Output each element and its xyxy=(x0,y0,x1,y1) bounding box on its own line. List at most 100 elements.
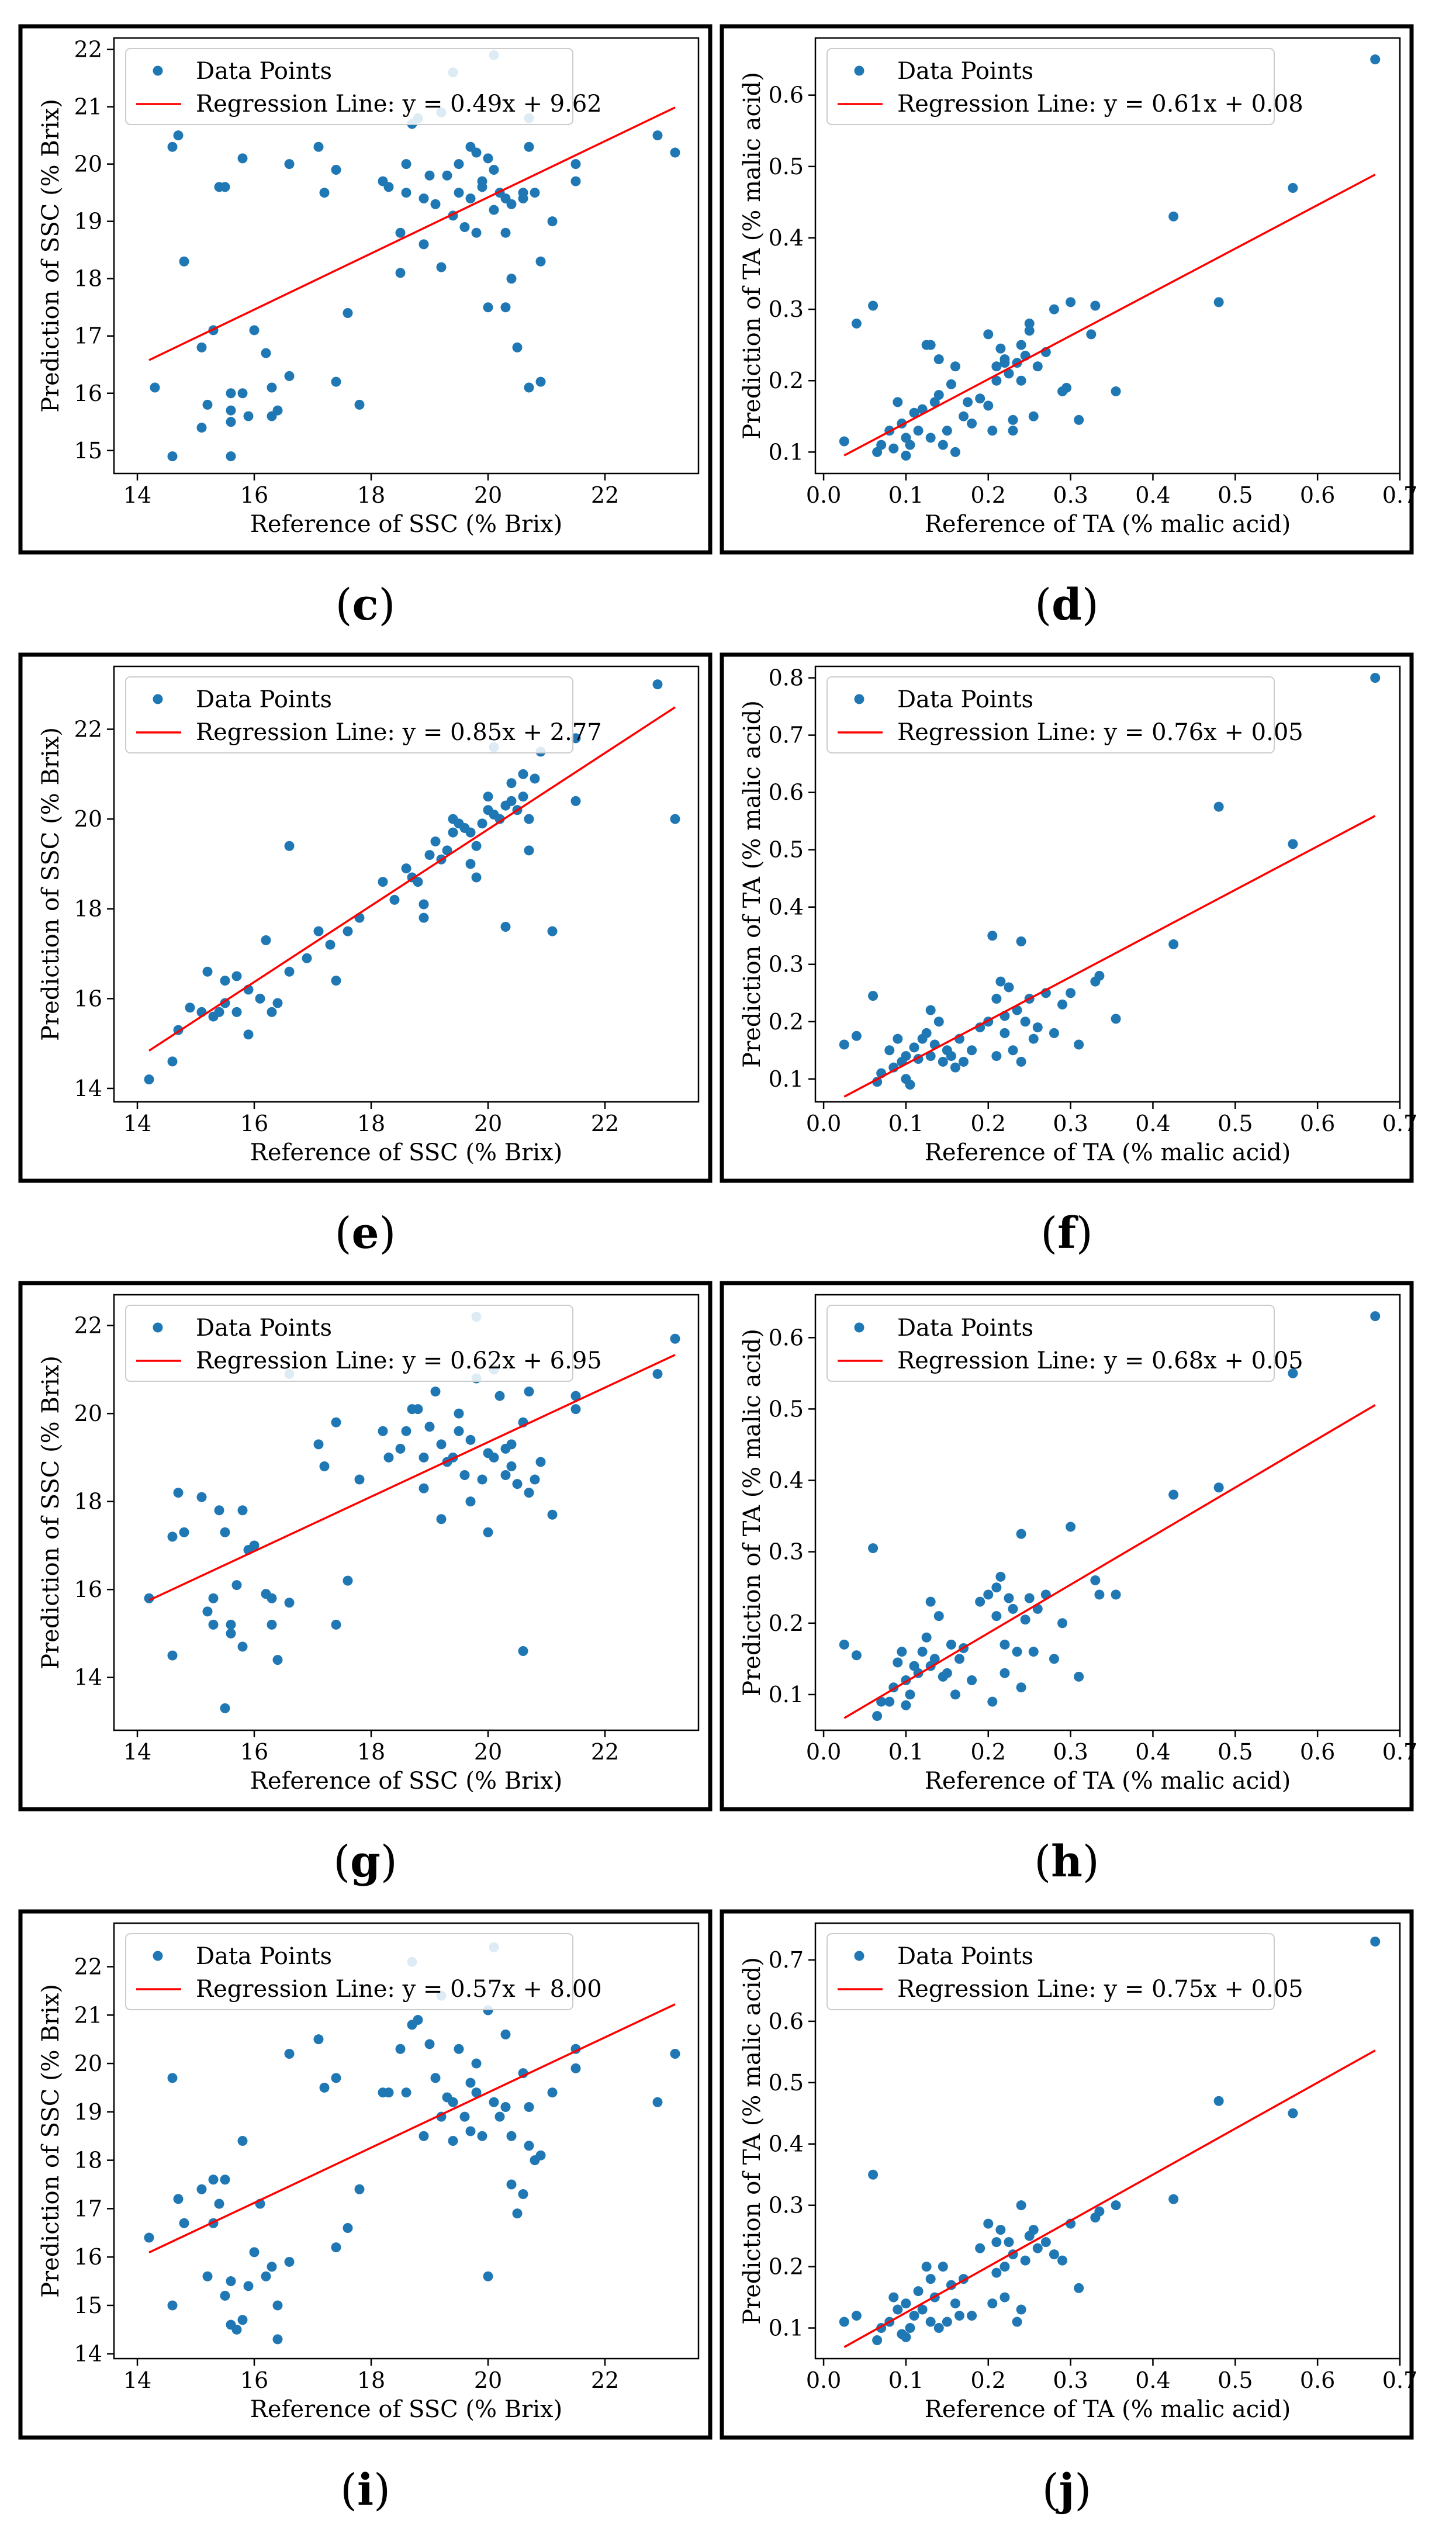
data-point xyxy=(987,426,998,436)
x-tick-label: 14 xyxy=(123,1739,151,1765)
data-point xyxy=(905,440,915,450)
data-point xyxy=(925,1051,936,1062)
data-point xyxy=(1049,2249,1059,2260)
legend-box xyxy=(125,48,573,125)
data-point xyxy=(331,1417,341,1427)
data-point xyxy=(1032,1022,1043,1033)
data-point xyxy=(884,1045,895,1056)
y-tick-label: 14 xyxy=(74,1076,102,1101)
data-point xyxy=(1057,2255,1068,2266)
x-tick-label: 0.3 xyxy=(1053,1739,1088,1765)
data-point xyxy=(459,2111,470,2122)
x-tick-label: 0.2 xyxy=(971,1739,1006,1765)
y-tick-label: 0.1 xyxy=(769,1682,804,1707)
data-point xyxy=(500,302,511,313)
x-tick-label: 0.2 xyxy=(971,482,1006,508)
x-axis-label: Reference of SSC (% Brix) xyxy=(250,1139,562,1166)
y-tick-label: 0.6 xyxy=(769,2008,804,2034)
x-tick-label: 22 xyxy=(591,482,619,508)
data-point xyxy=(946,2280,956,2290)
data-point xyxy=(167,1056,178,1067)
data-point xyxy=(196,342,207,352)
x-tick-label: 0.6 xyxy=(1300,1111,1335,1136)
data-point xyxy=(1057,999,1068,1010)
x-tick-label: 0.5 xyxy=(1218,2367,1253,2393)
data-point xyxy=(261,348,271,358)
data-point xyxy=(652,130,663,141)
y-tick-label: 15 xyxy=(74,2293,102,2318)
y-tick-label: 14 xyxy=(74,2341,102,2367)
data-point xyxy=(1074,1671,1084,1682)
x-tick-label: 0.0 xyxy=(806,2367,841,2393)
data-point xyxy=(500,227,511,238)
data-point xyxy=(547,926,558,936)
data-point xyxy=(331,2073,341,2083)
data-point xyxy=(1028,411,1039,421)
x-tick-label: 18 xyxy=(357,482,385,508)
data-point xyxy=(430,1387,441,1397)
legend-line-label: Regression Line: y = 0.57x + 8.00 xyxy=(196,1976,602,2003)
data-point xyxy=(1086,329,1097,340)
data-point xyxy=(489,1452,499,1463)
x-tick-label: 16 xyxy=(240,2367,268,2393)
data-point xyxy=(494,2111,505,2122)
data-point xyxy=(1090,1575,1101,1586)
data-point xyxy=(267,1007,277,1017)
x-tick-label: 0.3 xyxy=(1053,482,1088,508)
data-point xyxy=(950,2298,960,2309)
y-tick-label: 20 xyxy=(74,2051,102,2076)
data-point xyxy=(401,863,411,874)
data-point xyxy=(670,814,680,824)
caption-paren-close: ) xyxy=(1083,1837,1099,1887)
data-point xyxy=(570,1391,581,1401)
data-point xyxy=(991,1582,1002,1593)
data-point xyxy=(395,268,406,278)
y-tick-label: 0.1 xyxy=(769,2315,804,2341)
x-tick-label: 14 xyxy=(123,482,151,508)
panel-frame xyxy=(720,1909,1414,2440)
legend-box xyxy=(826,676,1275,753)
panel-frame xyxy=(18,1281,713,1812)
data-point xyxy=(436,1514,447,1524)
data-point xyxy=(893,397,903,407)
data-point xyxy=(202,1606,213,1617)
data-point xyxy=(413,2015,423,2025)
data-point xyxy=(991,1611,1002,1622)
x-axis-label: Reference of TA (% malic acid) xyxy=(925,1139,1291,1166)
data-point xyxy=(506,2179,517,2190)
data-point xyxy=(524,2141,534,2151)
data-point xyxy=(471,872,482,883)
data-point xyxy=(839,1039,849,1050)
data-point xyxy=(524,2102,534,2113)
x-tick-label: 0.5 xyxy=(1218,1739,1253,1765)
data-point xyxy=(1032,2243,1043,2253)
panel-caption: (c) xyxy=(336,580,396,630)
data-point xyxy=(1000,354,1010,365)
y-axis-label: Prediction of SSC (% Brix) xyxy=(37,99,64,413)
data-point xyxy=(1066,1522,1076,1532)
data-point xyxy=(465,2126,476,2137)
panel-d: 0.0 0.1 0.2 0.3 0.4 0.5 0.6 0.70.10.20.30.40.50… xyxy=(720,24,1417,630)
y-axis: 14 16 18 20 22 xyxy=(74,1313,114,1691)
data-point xyxy=(173,130,184,141)
data-point xyxy=(1288,182,1298,193)
y-tick-label: 16 xyxy=(74,986,102,1011)
data-point xyxy=(313,926,324,936)
data-point xyxy=(465,827,476,838)
data-point xyxy=(983,400,994,411)
data-point xyxy=(570,176,581,186)
y-tick-label: 0.5 xyxy=(769,837,804,863)
x-tick-label: 0.7 xyxy=(1382,2367,1417,2393)
x-tick-label: 0.0 xyxy=(806,1111,841,1136)
y-axis: 0.1 0.2 0.3 0.4 0.5 0.6 xyxy=(769,82,815,465)
data-point xyxy=(237,2136,248,2146)
data-point xyxy=(1028,2225,1039,2235)
data-point xyxy=(933,354,944,365)
x-tick-label: 0.7 xyxy=(1382,482,1417,508)
data-point xyxy=(471,2058,482,2069)
data-point xyxy=(202,2271,213,2281)
x-tick-label: 0.1 xyxy=(888,2367,924,2393)
data-point xyxy=(489,205,499,215)
data-point xyxy=(430,199,441,209)
data-point xyxy=(946,1639,956,1650)
